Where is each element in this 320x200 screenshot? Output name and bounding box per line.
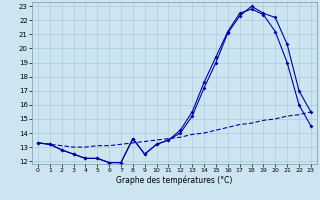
- X-axis label: Graphe des températures (°C): Graphe des températures (°C): [116, 176, 233, 185]
